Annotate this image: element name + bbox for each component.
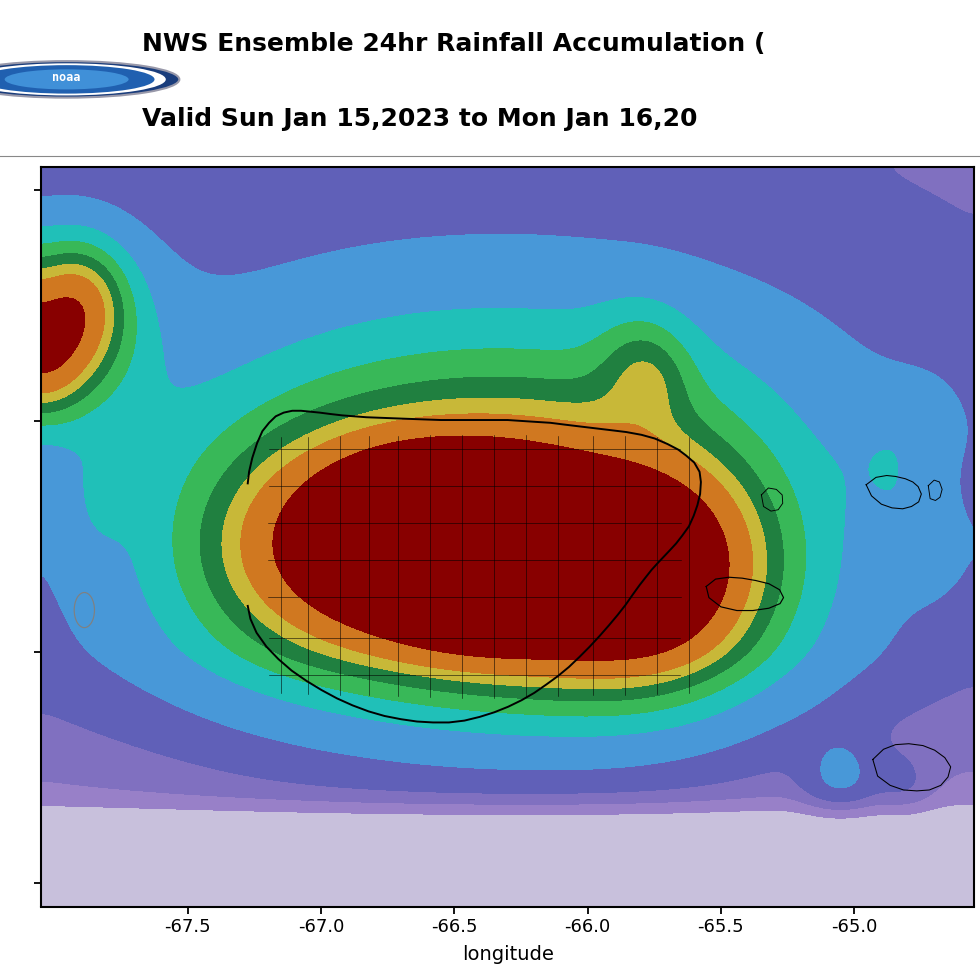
X-axis label: longitude: longitude: [462, 945, 554, 963]
Text: NWS Ensemble 24hr Rainfall Accumulation (: NWS Ensemble 24hr Rainfall Accumulation …: [142, 32, 765, 57]
Text: Valid Sun Jan 15,2023 to Mon Jan 16,20: Valid Sun Jan 15,2023 to Mon Jan 16,20: [142, 107, 698, 131]
Circle shape: [5, 70, 128, 89]
Circle shape: [0, 65, 155, 94]
Text: noaa: noaa: [52, 72, 81, 84]
Circle shape: [0, 61, 179, 98]
Circle shape: [0, 64, 166, 95]
